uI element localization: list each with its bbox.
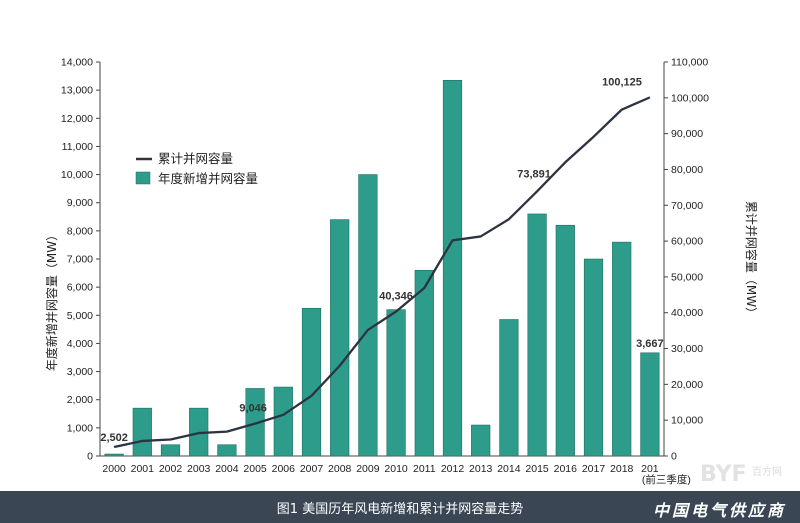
bar bbox=[217, 444, 237, 457]
y-tick-left-label: 13,000 bbox=[61, 85, 93, 97]
bar bbox=[640, 352, 660, 457]
y-tick-right-label: 110,000 bbox=[671, 57, 708, 69]
x-tick-label: 2002 bbox=[159, 463, 183, 475]
x-tick-label: 2009 bbox=[356, 463, 380, 475]
byf-watermark-logo: BYF bbox=[700, 462, 747, 487]
byf-watermark-sub: 百方网 bbox=[752, 467, 782, 478]
x-tick-label: 2015 bbox=[525, 463, 549, 475]
legend: 累计并网容量 年度新增并网容量 bbox=[135, 151, 258, 186]
y-tick-right-label: 30,000 bbox=[671, 343, 703, 355]
bar bbox=[273, 386, 293, 457]
y-tick-right-label: 0 bbox=[671, 451, 677, 463]
bar bbox=[104, 453, 124, 457]
x-tick-label: 2016 bbox=[554, 463, 578, 475]
bar bbox=[330, 219, 350, 457]
y-tick-left-label: 4,000 bbox=[67, 338, 93, 350]
bar bbox=[583, 258, 604, 457]
watermark-text: 中国电气供应商 bbox=[652, 501, 786, 520]
caption-bar: 图1 美国历年风电新增和累计并网容量走势 中国电气供应商 bbox=[0, 491, 800, 523]
y-tick-right-label: 40,000 bbox=[671, 307, 703, 319]
y-tick-left-label: 2,000 bbox=[67, 394, 93, 406]
y-tick-left-label: 0 bbox=[87, 451, 93, 463]
x-tick-label: 2008 bbox=[328, 463, 352, 475]
bar bbox=[358, 174, 378, 457]
y-tick-left-label: 5,000 bbox=[67, 310, 93, 322]
bar bbox=[301, 307, 322, 457]
cumulative-line bbox=[113, 96, 651, 449]
x-tick-label: 2005 bbox=[243, 463, 267, 475]
chart-labels: 2,502 9,046 40,346 73,891 100,125 3,667 bbox=[100, 76, 663, 444]
x-tick-label: 2011 bbox=[413, 463, 436, 475]
data-label: 9,046 bbox=[239, 403, 267, 415]
x-tick-label: 2006 bbox=[272, 463, 296, 475]
bar bbox=[132, 407, 152, 457]
line-series bbox=[113, 96, 651, 449]
x-tick-label: 2013 bbox=[469, 463, 493, 475]
x-tick-note: (前三季度) bbox=[642, 473, 691, 486]
data-label: 2,502 bbox=[100, 432, 128, 444]
y-axis-title-right: 累计并网容量（MW） bbox=[744, 201, 759, 319]
y-tick-left-label: 1,000 bbox=[67, 422, 93, 434]
y-tick-right-label: 80,000 bbox=[671, 164, 703, 176]
y-tick-right-label: 70,000 bbox=[671, 200, 703, 212]
chart-axes: 0 1,000 2,000 3,000 4,000 5,000 6,000 7,000 8,00… bbox=[61, 57, 709, 487]
y-tick-right-label: 60,000 bbox=[671, 236, 703, 248]
x-tick-label: 2010 bbox=[384, 463, 408, 475]
y-tick-right-label: 20,000 bbox=[671, 379, 703, 391]
bar bbox=[414, 269, 434, 457]
x-tick-label: 2018 bbox=[610, 463, 634, 475]
x-tick-label: 2004 bbox=[215, 463, 239, 475]
y-tick-right-label: 100,000 bbox=[671, 92, 709, 104]
y-tick-left-label: 6,000 bbox=[67, 282, 93, 294]
x-tick-label: 2014 bbox=[497, 463, 521, 475]
combo-chart: 0 1,000 2,000 3,000 4,000 5,000 6,000 7,000 8,00… bbox=[44, 57, 759, 487]
bar bbox=[471, 424, 491, 457]
figure-caption: 图1 美国历年风电新增和累计并网容量走势 bbox=[276, 502, 524, 517]
y-tick-right-label: 90,000 bbox=[671, 128, 703, 140]
x-tick-label: 2000 bbox=[102, 463, 126, 475]
bar bbox=[245, 388, 265, 457]
x-tick-label: 2017 bbox=[582, 463, 606, 475]
y-tick-right-label: 50,000 bbox=[671, 271, 703, 283]
bar bbox=[555, 224, 575, 457]
legend-label-bar: 年度新增并网容量 bbox=[158, 171, 258, 186]
y-tick-left-label: 10,000 bbox=[61, 169, 93, 181]
y-tick-left-label: 12,000 bbox=[61, 113, 93, 125]
data-label: 3,667 bbox=[636, 338, 664, 350]
y-tick-left-label: 3,000 bbox=[67, 366, 93, 378]
data-label: 40,346 bbox=[379, 290, 413, 302]
bar bbox=[442, 79, 463, 457]
bar bbox=[160, 444, 181, 457]
bar bbox=[612, 241, 632, 457]
bar-series bbox=[104, 79, 660, 457]
y-tick-left-label: 9,000 bbox=[67, 197, 93, 209]
y-tick-left-label: 11,000 bbox=[62, 141, 93, 153]
x-tick-label: 201 bbox=[641, 463, 659, 475]
x-tick-label: 2007 bbox=[300, 463, 324, 475]
y-axis-title-left: 年度新增并网容量（MW） bbox=[44, 229, 59, 371]
y-tick-left-label: 7,000 bbox=[67, 254, 93, 266]
x-tick-label: 2003 bbox=[187, 463, 211, 475]
x-tick-label: 2012 bbox=[441, 463, 465, 475]
bar bbox=[386, 309, 406, 457]
y-tick-left-label: 8,000 bbox=[67, 225, 93, 237]
y-tick-left-label: 14,000 bbox=[61, 57, 93, 69]
data-label: 73,891 bbox=[517, 168, 551, 180]
legend-bar-swatch bbox=[135, 171, 151, 185]
bar bbox=[527, 213, 547, 457]
x-tick-label: 2001 bbox=[131, 463, 155, 475]
bar bbox=[499, 319, 519, 457]
data-label: 100,125 bbox=[602, 76, 642, 88]
y-tick-right-label: 10,000 bbox=[671, 415, 703, 427]
legend-label-line: 累计并网容量 bbox=[158, 151, 233, 166]
